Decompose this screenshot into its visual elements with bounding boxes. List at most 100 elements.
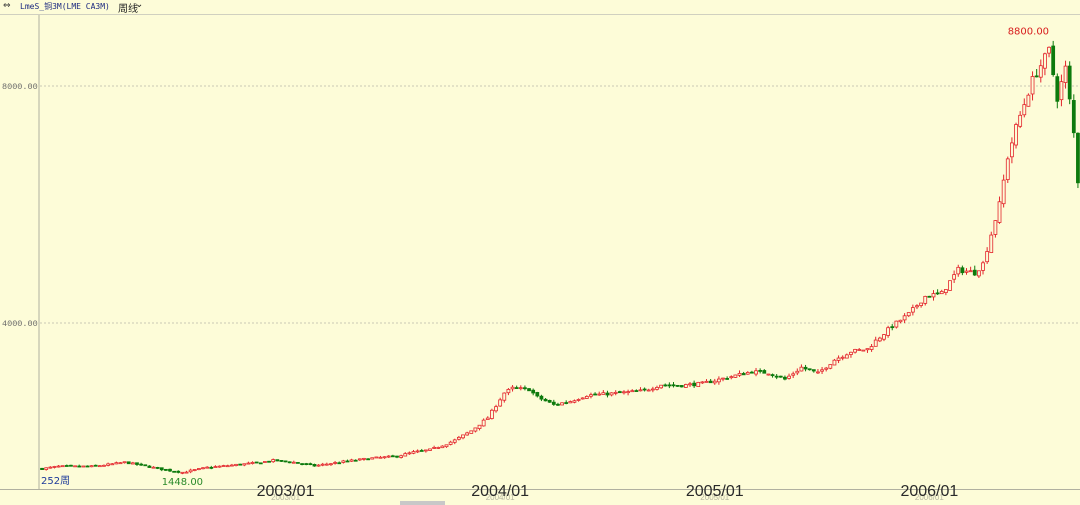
candle-up: [403, 453, 408, 457]
candle-down: [708, 380, 713, 384]
period-selector[interactable]: 周线: [118, 4, 138, 15]
candle-up: [341, 460, 346, 463]
candle-up: [490, 409, 494, 419]
candle-up: [448, 441, 453, 445]
candle-down: [762, 370, 767, 374]
candle-down: [353, 459, 358, 462]
annotations: 8800.00 1448.00 252周: [41, 27, 1049, 488]
candle-up: [576, 399, 581, 401]
candle-down: [1071, 100, 1076, 134]
candle-up: [201, 467, 205, 470]
candle-down: [539, 395, 544, 400]
candle-up: [646, 389, 651, 392]
candle-up: [386, 455, 391, 458]
candle-down: [275, 459, 280, 462]
instrument-title: LmeS_铜3M(LME CA3M): [20, 2, 110, 11]
candle-up: [910, 307, 915, 313]
candle-down: [139, 463, 143, 466]
candle-down: [126, 461, 131, 465]
bar-count-label: 252周: [41, 475, 70, 487]
candle-up: [370, 457, 375, 460]
swap-icon[interactable]: ⇔: [3, 1, 11, 11]
candle-up: [469, 430, 474, 434]
candle-down: [254, 461, 259, 464]
candle-down: [159, 467, 164, 471]
candle-down: [172, 470, 177, 473]
y-tick-label: 8000.00: [2, 82, 38, 92]
candle-down: [287, 461, 292, 464]
candle-up: [221, 465, 226, 467]
candle-up: [444, 444, 449, 448]
candle-up: [964, 270, 969, 273]
candle-up: [130, 462, 135, 465]
candle-down: [168, 468, 172, 472]
candle-up: [106, 463, 110, 466]
candle-up: [1010, 142, 1014, 158]
candle-up: [580, 397, 585, 400]
candle-up: [989, 234, 994, 253]
candle-up: [865, 348, 870, 351]
candle-up: [869, 346, 874, 350]
candle-up: [613, 391, 618, 394]
y-tick-label: 4000.00: [2, 319, 38, 329]
candle-up: [993, 220, 998, 235]
candle-down: [238, 463, 243, 466]
candle-up: [81, 465, 86, 468]
candle-down: [85, 465, 90, 468]
x-ghost-label: 2006/01: [915, 493, 944, 502]
candle-up: [683, 384, 688, 388]
candle-up: [977, 270, 981, 277]
candle-down: [890, 326, 895, 329]
candle-up: [902, 315, 907, 321]
scrollbar-thumb[interactable]: [400, 501, 445, 505]
candle-up: [291, 461, 296, 464]
candle-down: [77, 465, 82, 468]
candle-up: [712, 380, 717, 384]
candle-up: [828, 364, 833, 369]
candle-up: [766, 373, 771, 376]
candle-up: [799, 366, 804, 372]
candle-up: [188, 469, 193, 473]
candle-down: [283, 460, 288, 463]
candle-up: [849, 351, 853, 355]
candle-up: [915, 305, 919, 308]
candle-down: [535, 392, 540, 397]
candle-up: [1018, 114, 1023, 127]
candle-down: [642, 388, 647, 391]
candle-up: [886, 327, 890, 336]
candle-up: [102, 464, 106, 467]
candle-up: [1014, 124, 1018, 146]
candle-up: [824, 367, 829, 370]
candle-up: [1030, 76, 1035, 95]
grid-lines: [40, 85, 1080, 324]
candle-down: [1067, 65, 1072, 100]
candle-down: [64, 465, 69, 467]
candle-down: [1051, 45, 1056, 76]
candle-up: [584, 396, 589, 399]
max-price-label: 8800.00: [1008, 27, 1049, 38]
candle-up: [477, 424, 482, 429]
candle-up: [316, 464, 321, 467]
candle-up: [560, 402, 564, 406]
candle-down: [300, 463, 304, 466]
candle-up: [630, 390, 635, 393]
candle-up: [423, 449, 428, 452]
candle-up: [737, 373, 742, 376]
candle-down: [1034, 75, 1039, 78]
candle-up: [985, 251, 990, 263]
candle-down: [345, 460, 350, 463]
candle-down: [927, 295, 932, 298]
candle-up: [721, 377, 725, 380]
candle-down: [366, 458, 370, 461]
candle-down: [514, 387, 519, 389]
candle-up: [1026, 94, 1031, 107]
chevron-down-icon[interactable]: ⌄: [135, 0, 144, 10]
candle-up: [60, 465, 65, 468]
candle-up: [894, 320, 899, 328]
candle-up: [943, 289, 948, 294]
x-axis-label: 2006/01: [900, 483, 958, 500]
candle-up: [816, 371, 820, 374]
candle-up: [700, 381, 705, 384]
candle-down: [531, 389, 536, 394]
